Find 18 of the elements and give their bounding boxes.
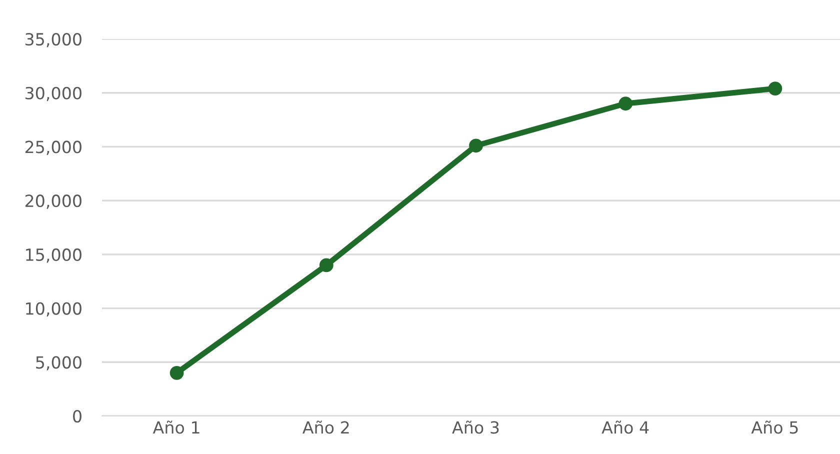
- y-tick-label: 0: [73, 410, 82, 423]
- y-tick-label: 35,000: [26, 32, 82, 48]
- point: [170, 366, 184, 380]
- x-tick-label: Año 1: [152, 420, 200, 434]
- x-tick-label: Año 2: [302, 420, 349, 434]
- y-tick-label: 20,000: [25, 194, 82, 209]
- x-tick-label: Año 5: [751, 420, 798, 434]
- y-tick-label: 30,000: [26, 86, 82, 102]
- point: [768, 82, 782, 96]
- point: [469, 138, 483, 153]
- y-tick-label: 15,000: [26, 248, 82, 263]
- x-tick-label: Año 3: [452, 420, 499, 434]
- y-tick-label: 5,000: [36, 356, 82, 370]
- point: [319, 258, 334, 272]
- point: [618, 96, 633, 111]
- x-tick-label: Año 4: [602, 420, 649, 434]
- y-tick-label: 25,000: [25, 140, 82, 155]
- y-tick-label: 10,000: [26, 302, 82, 317]
